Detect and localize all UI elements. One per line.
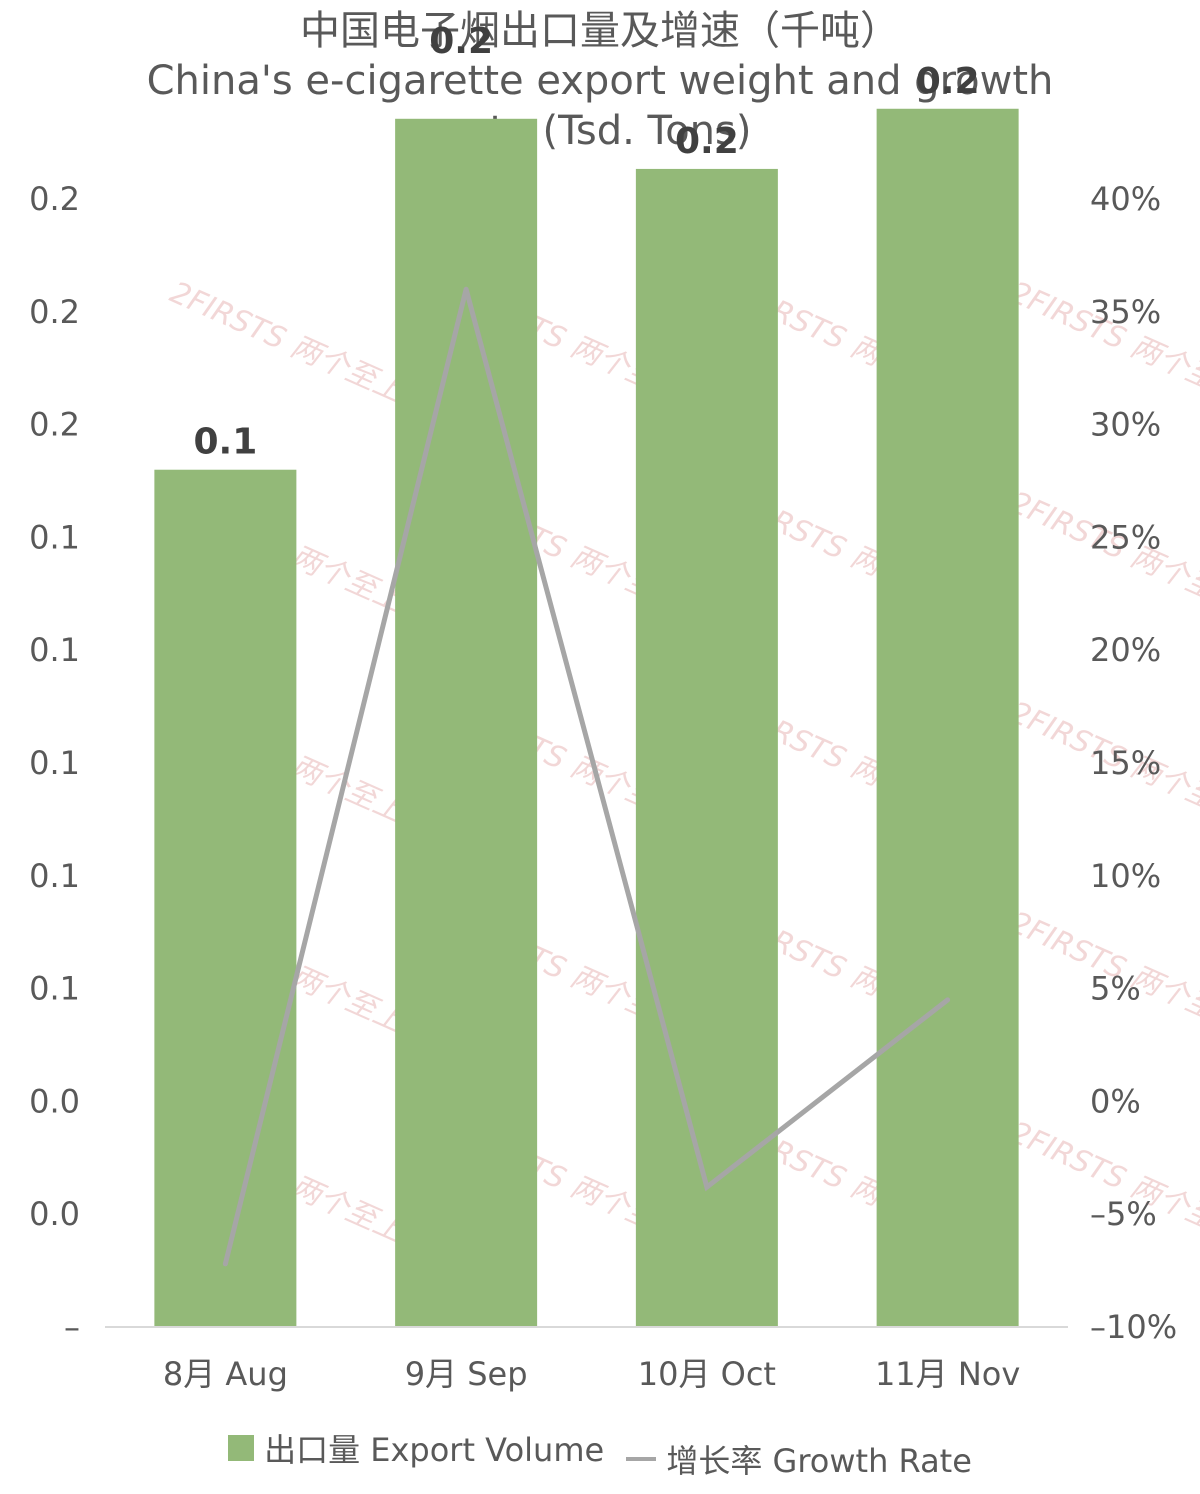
y-right-tick-label: 20% (1090, 631, 1161, 669)
y-right-tick-label: 5% (1090, 970, 1141, 1008)
y-left-tick-label: 0.0 (29, 1082, 80, 1120)
y-right-tick-label: –10% (1090, 1308, 1177, 1346)
legend-label-export-volume: 出口量 Export Volume (264, 1431, 605, 1469)
legend-label-growth-rate: 增长率 Growth Rate (666, 1442, 972, 1480)
y-right-tick-label: 15% (1090, 744, 1161, 782)
data-labels-layer: 0.1 0.2 0.2 0.2 (193, 21, 979, 463)
bar-4 (876, 108, 1019, 1327)
legend-swatch-bar (228, 1435, 255, 1461)
growth-rate-point-1 (222, 1261, 228, 1267)
bar-1 (154, 469, 297, 1328)
y-right-tick-label: 10% (1090, 857, 1161, 895)
y-right-tick-label: 35% (1090, 293, 1161, 331)
y-right-tick-label: –5% (1090, 1195, 1157, 1233)
y-left-tick-label: 0.2 (29, 180, 80, 218)
growth-rate-point-4 (945, 997, 951, 1003)
bar-data-label-4: 0.2 (916, 61, 980, 102)
x-tick-label: 10月 Oct (638, 1355, 776, 1393)
watermark-text: 2FIRSTS 两个至上 (165, 275, 410, 410)
y-left-tick-label: 0.1 (29, 970, 80, 1008)
legend-swatch-line (626, 1457, 657, 1461)
y-left-tick-label: 0.1 (29, 857, 80, 895)
axis-layer: 0.2 0.2 0.2 0.1 0.1 0.1 0.1 0.1 0.0 0.0 – 40% 35% 30%… (29, 180, 1177, 1393)
x-tick-label: 9月 Sep (405, 1355, 528, 1393)
y-left-tick-label: 0.0 (29, 1195, 80, 1233)
y-right-tick-label: 40% (1090, 180, 1161, 218)
legend-item-growth-rate: 增长率 Growth Rate (626, 1436, 972, 1482)
y-right-tick-label: 30% (1090, 406, 1161, 444)
y-left-tick-label: 0.2 (29, 406, 80, 444)
growth-rate-point-2 (463, 286, 469, 292)
legend: 出口量 Export Volume 增长率 Growth Rate (0, 1425, 1200, 1482)
bar-3 (635, 168, 778, 1327)
legend-item-export-volume: 出口量 Export Volume (228, 1425, 604, 1471)
bar-data-label-3: 0.2 (675, 121, 739, 162)
y-left-tick-label: 0.1 (29, 631, 80, 669)
bars-layer (154, 108, 1019, 1328)
bar-data-label-1: 0.1 (193, 422, 257, 463)
y-left-tick-label: 0.1 (29, 518, 80, 556)
y-left-tick-label: – (64, 1308, 80, 1346)
chart-subtitle-line-1: China's e-cigarette export weight and gr… (146, 58, 1054, 104)
y-right-tick-label: 25% (1090, 518, 1161, 556)
growth-line-layer (222, 286, 951, 1267)
bar-2 (395, 118, 538, 1328)
growth-rate-point-3 (704, 1184, 710, 1190)
growth-rate-line (222, 288, 950, 1265)
y-left-tick-label: 0.1 (29, 744, 80, 782)
y-right-tick-label: 0% (1090, 1082, 1141, 1120)
chart-title: 中国电子烟出口量及增速（千吨） (300, 8, 900, 54)
bar-data-label-2: 0.2 (429, 21, 493, 62)
x-tick-label: 8月 Aug (163, 1355, 288, 1393)
y-left-tick-label: 0.2 (29, 293, 80, 331)
chart-title-block: 中国电子烟出口量及增速（千吨） China's e-cigarette expo… (0, 6, 1200, 156)
x-tick-label: 11月 Nov (875, 1355, 1020, 1393)
